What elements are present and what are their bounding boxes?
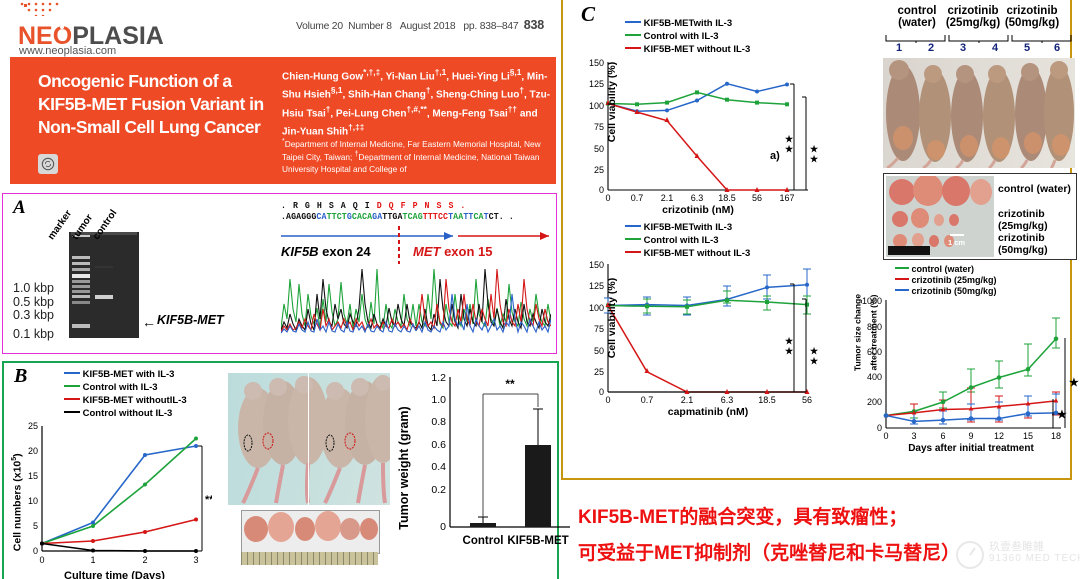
svg-text:150: 150 — [589, 58, 604, 68]
svg-text:**: ** — [505, 377, 515, 391]
svg-text:18.5: 18.5 — [758, 395, 776, 405]
svg-text:15: 15 — [28, 471, 38, 481]
svg-text:125: 125 — [589, 79, 604, 89]
svg-text:★★: ★ ★ — [810, 144, 819, 164]
svg-text:0: 0 — [605, 395, 610, 405]
svg-text:12: 12 — [994, 431, 1004, 441]
svg-text:50: 50 — [594, 144, 604, 154]
svg-text:25: 25 — [594, 165, 604, 175]
svg-text:0: 0 — [883, 431, 888, 441]
svg-text:3: 3 — [911, 431, 916, 441]
svg-text:0.4: 0.4 — [431, 461, 446, 473]
svg-text:0.8: 0.8 — [431, 416, 446, 428]
svg-text:3: 3 — [193, 555, 198, 565]
svg-text:Days after initial treatment: Days after initial treatment — [908, 443, 1034, 454]
svg-text:10: 10 — [28, 496, 38, 506]
svg-text:0: 0 — [33, 546, 38, 556]
svg-text:6: 6 — [940, 431, 945, 441]
svg-text:0.7: 0.7 — [641, 395, 654, 405]
svg-text:2: 2 — [142, 555, 147, 565]
svg-text:★★: ★ ★ — [785, 336, 794, 356]
svg-text:6.3: 6.3 — [721, 395, 734, 405]
svg-text:167: 167 — [779, 193, 794, 203]
svg-text:25: 25 — [28, 421, 38, 431]
svg-text:150: 150 — [589, 260, 604, 270]
svg-text:125: 125 — [589, 281, 604, 291]
svg-text:200: 200 — [867, 397, 882, 407]
svg-text:5: 5 — [33, 521, 38, 531]
svg-text:★★: ★ ★ — [785, 134, 794, 154]
svg-text:0.6: 0.6 — [431, 439, 446, 451]
svg-text:20: 20 — [28, 446, 38, 456]
svg-text:0: 0 — [599, 185, 604, 195]
svg-text:crizotinib (nM): crizotinib (nM) — [662, 204, 734, 216]
svg-text:50: 50 — [594, 346, 604, 356]
svg-text:★: ★ — [1057, 409, 1067, 421]
svg-text:0: 0 — [440, 521, 446, 533]
svg-text:0: 0 — [877, 423, 882, 433]
svg-text:**: ** — [205, 494, 212, 506]
svg-text:0: 0 — [599, 387, 604, 397]
svg-text:56: 56 — [802, 395, 812, 405]
svg-text:56: 56 — [752, 193, 762, 203]
svg-text:75: 75 — [594, 324, 604, 334]
svg-text:75: 75 — [594, 122, 604, 132]
svg-text:15: 15 — [1023, 431, 1033, 441]
svg-text:★★: ★ ★ — [810, 346, 819, 366]
svg-text:★: ★ — [1069, 377, 1079, 389]
svg-text:KIF5B-MET: KIF5B-MET — [507, 535, 568, 547]
svg-text:1: 1 — [90, 555, 95, 565]
svg-text:Control: Control — [463, 535, 504, 547]
svg-text:capmatinib (nM): capmatinib (nM) — [668, 406, 749, 418]
svg-text:6.3: 6.3 — [691, 193, 704, 203]
svg-text:0.2: 0.2 — [431, 484, 446, 496]
svg-text:1.0: 1.0 — [431, 394, 446, 406]
svg-text:0: 0 — [39, 555, 44, 565]
svg-text:18.5: 18.5 — [718, 193, 736, 203]
svg-text:25: 25 — [594, 367, 604, 377]
svg-text:2.1: 2.1 — [661, 193, 674, 203]
svg-text:100: 100 — [589, 303, 604, 313]
svg-text:18: 18 — [1051, 431, 1061, 441]
svg-text:9: 9 — [968, 431, 973, 441]
svg-text:0: 0 — [605, 193, 610, 203]
svg-text:2.1: 2.1 — [681, 395, 694, 405]
svg-text:1.2: 1.2 — [431, 372, 446, 384]
svg-text:100: 100 — [589, 101, 604, 111]
svg-text:0.7: 0.7 — [631, 193, 644, 203]
